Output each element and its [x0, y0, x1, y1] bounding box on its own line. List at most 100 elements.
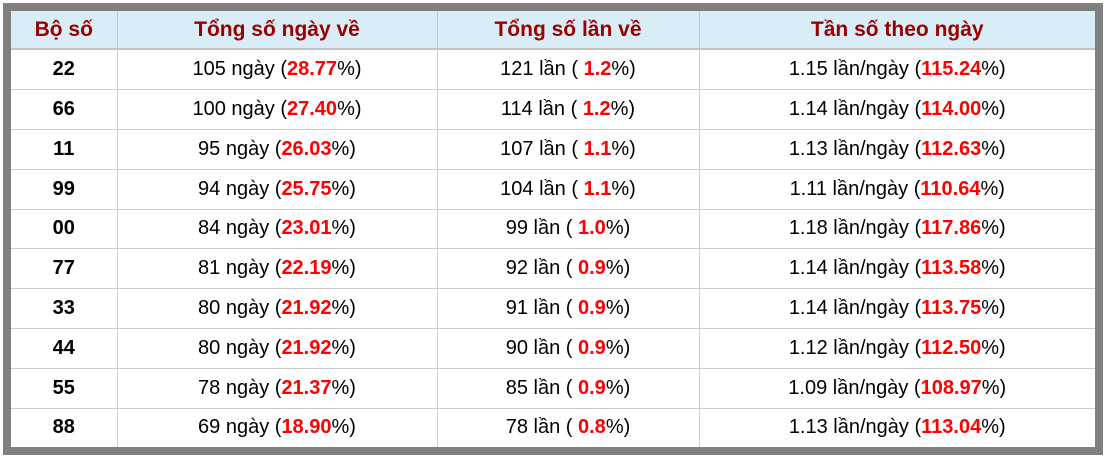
- percent-suffix: %): [605, 416, 631, 439]
- percent-suffix: %): [981, 336, 1006, 359]
- cell-pair: 11: [11, 129, 118, 170]
- days-percent: 22.19: [281, 257, 332, 280]
- days-label: 81 ngày (: [198, 257, 282, 280]
- stats-table-frame: Bộ số Tổng số ngày về Tổng số lần về Tần…: [3, 3, 1103, 455]
- table-row: 00 84 ngày (23.01%) 99 lần ( 1.0%) 1.18 lần…: [11, 209, 1095, 250]
- days-percent: 21.37: [281, 376, 332, 399]
- table-row: 66 100 ngày (27.40%) 114 lần ( 1.2%) 1.14 l…: [11, 89, 1095, 130]
- cell-pair: 99: [11, 169, 118, 210]
- frequency-label: 1.14 lần/ngày (: [788, 257, 922, 280]
- percent-suffix: %): [331, 257, 356, 280]
- times-label: 104 lần (: [500, 177, 584, 200]
- cell-total-days: 80 ngày (21.92%): [117, 328, 438, 369]
- times-label: 91 lần (: [505, 297, 578, 319]
- cell-frequency: 1.15 lần/ngày (115.24%): [699, 49, 1095, 91]
- cell-total-days: 78 ngày (21.37%): [117, 368, 438, 409]
- days-label: 95 ngày (: [198, 137, 282, 160]
- times-percent: 1.0: [578, 217, 606, 240]
- days-label: 80 ngày (: [198, 336, 282, 359]
- percent-suffix: %): [337, 98, 362, 121]
- times-percent: 0.9: [578, 257, 606, 280]
- cell-total-days: 94 ngày (25.75%): [117, 169, 438, 210]
- percent-suffix: %): [981, 257, 1006, 280]
- days-percent: 26.03: [281, 137, 332, 160]
- frequency-label: 1.11 lần/ngày (: [789, 177, 921, 200]
- times-percent: 0.9: [578, 376, 606, 399]
- cell-frequency: 1.13 lần/ngày (112.63%): [699, 129, 1095, 170]
- cell-pair: 00: [11, 209, 118, 250]
- frequency-percent: 113.04: [921, 416, 982, 439]
- days-label: 78 ngày (: [198, 376, 282, 399]
- frequency-label: 1.13 lần/ngày (: [788, 137, 922, 160]
- percent-suffix: %): [331, 416, 356, 439]
- cell-total-times: 91 lần ( 0.9%): [437, 288, 700, 329]
- percent-suffix: %): [611, 177, 636, 200]
- times-label: 92 lần (: [505, 257, 578, 280]
- frequency-percent: 112.50: [921, 336, 982, 359]
- table-row: 22 105 ngày (28.77%) 121 lần ( 1.2%) 1.15 l…: [11, 49, 1095, 91]
- frequency-percent: 113.58: [921, 257, 982, 280]
- times-percent: 0.9: [578, 297, 606, 319]
- table-row: 77 81 ngày (22.19%) 92 lần ( 0.9%) 1.14 lần…: [11, 248, 1095, 290]
- frequency-percent: 112.63: [921, 137, 982, 160]
- cell-total-days: 84 ngày (23.01%): [117, 209, 438, 250]
- cell-frequency: 1.14 lần/ngày (114.00%): [699, 89, 1095, 130]
- times-percent: 0.8: [578, 416, 606, 439]
- frequency-label: 1.13 lần/ngày (: [788, 416, 922, 439]
- times-label: 85 lần (: [505, 376, 578, 399]
- days-percent: 27.40: [287, 98, 338, 121]
- days-label: 80 ngày (: [198, 297, 282, 319]
- days-label: 84 ngày (: [198, 217, 282, 240]
- cell-pair: 88: [11, 408, 118, 447]
- days-label: 100 ngày (: [192, 98, 287, 121]
- cell-total-days: 95 ngày (26.03%): [117, 129, 438, 170]
- times-percent: 1.1: [583, 137, 612, 160]
- percent-suffix: %): [331, 137, 356, 160]
- days-percent: 21.92: [281, 336, 332, 359]
- table-row: 11 95 ngày (26.03%) 107 lần ( 1.1%) 1.13 lầ…: [11, 129, 1095, 170]
- percent-suffix: %): [611, 137, 636, 160]
- days-label: 69 ngày (: [198, 416, 282, 439]
- days-label: 94 ngày (: [198, 177, 282, 200]
- days-percent: 21.92: [281, 297, 332, 319]
- times-label: 78 lần (: [505, 416, 578, 439]
- cell-total-times: 114 lần ( 1.2%): [437, 89, 700, 130]
- frequency-percent: 110.64: [920, 177, 981, 200]
- percent-suffix: %): [981, 98, 1006, 121]
- percent-suffix: %): [610, 98, 636, 121]
- percent-suffix: %): [331, 336, 356, 359]
- days-percent: 28.77: [287, 58, 338, 81]
- header-row: Bộ số Tổng số ngày về Tổng số lần về Tần…: [11, 11, 1095, 50]
- percent-suffix: %): [605, 257, 631, 280]
- percent-suffix: %): [331, 376, 356, 399]
- percent-suffix: %): [605, 217, 631, 240]
- cell-total-days: 80 ngày (21.92%): [117, 288, 438, 329]
- cell-total-times: 121 lần ( 1.2%): [437, 49, 700, 91]
- times-label: 107 lần (: [500, 137, 584, 160]
- frequency-percent: 113.75: [921, 297, 982, 319]
- percent-suffix: %): [611, 58, 636, 81]
- percent-suffix: %): [331, 177, 356, 200]
- header-total-days: Tổng số ngày về: [117, 11, 438, 50]
- percent-suffix: %): [331, 217, 356, 240]
- days-percent: 25.75: [281, 177, 332, 200]
- times-label: 99 lần (: [505, 217, 578, 240]
- cell-total-times: 85 lần ( 0.9%): [437, 368, 700, 409]
- cell-frequency: 1.12 lần/ngày (112.50%): [699, 328, 1095, 369]
- cell-total-days: 100 ngày (27.40%): [117, 89, 438, 130]
- cell-total-times: 92 lần ( 0.9%): [437, 248, 700, 290]
- days-percent: 23.01: [281, 217, 332, 240]
- days-label: 105 ngày (: [192, 58, 287, 81]
- times-percent: 1.2: [583, 58, 612, 81]
- times-percent: 0.9: [578, 336, 606, 359]
- frequency-label: 1.14 lần/ngày (: [788, 297, 922, 319]
- lottery-stats-table: Bộ số Tổng số ngày về Tổng số lần về Tần…: [11, 11, 1095, 447]
- percent-suffix: %): [981, 137, 1006, 160]
- cell-pair: 22: [11, 49, 118, 91]
- cell-total-times: 99 lần ( 1.0%): [437, 209, 700, 250]
- percent-suffix: %): [981, 58, 1006, 81]
- percent-suffix: %): [981, 217, 1006, 240]
- cell-pair: 66: [11, 89, 118, 130]
- cell-total-days: 69 ngày (18.90%): [117, 408, 438, 447]
- frequency-percent: 114.00: [921, 98, 982, 121]
